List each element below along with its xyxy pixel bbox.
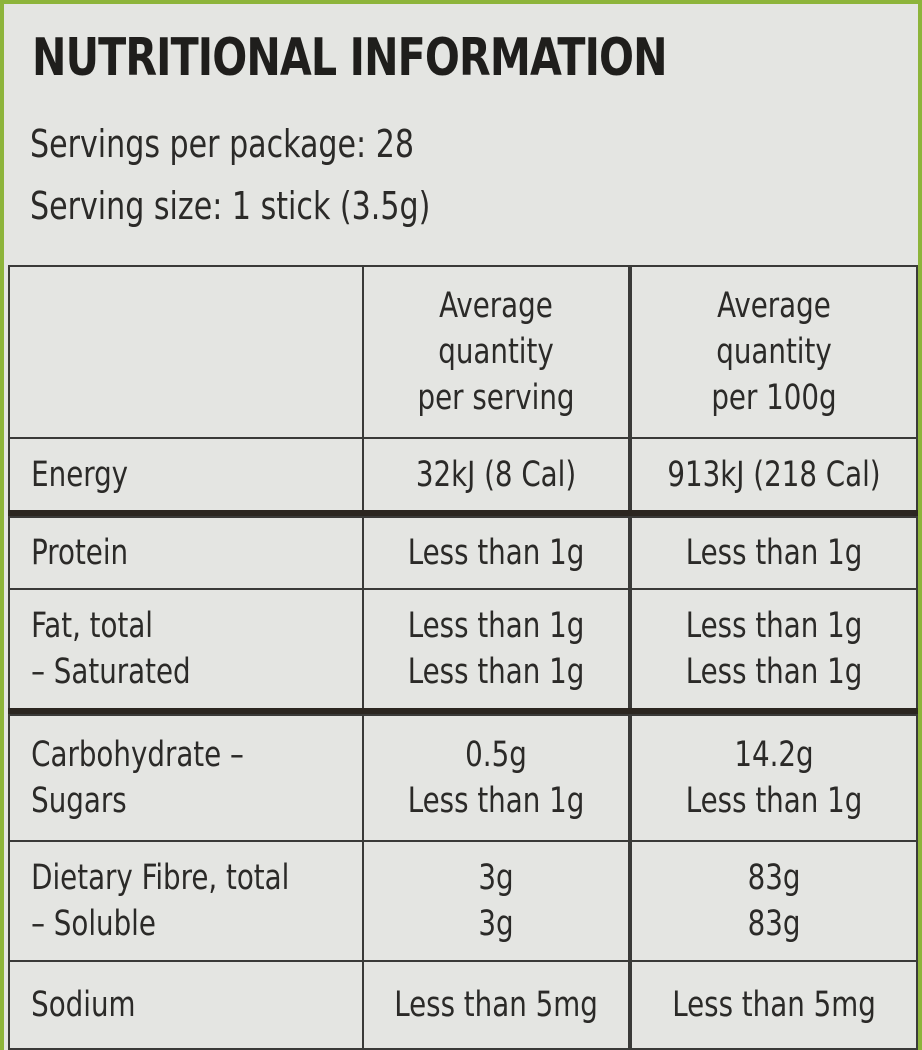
table-cell: Sodium	[8, 960, 364, 1050]
cell-text: Less than 1g	[407, 533, 585, 573]
cell-text: Less than 1g	[685, 606, 863, 646]
cell-text: Carbohydrate –	[31, 735, 244, 775]
cell-text: Sugars	[31, 781, 127, 821]
table-cell: Average quantity per serving	[362, 265, 630, 439]
cell-text: per serving	[417, 378, 575, 418]
cell-text: Protein	[31, 533, 129, 573]
cell-text: Less than 1g	[685, 533, 863, 573]
table-cell: 913kJ (218 Cal)	[630, 437, 918, 512]
cell-text: Less than 1g	[407, 606, 585, 646]
table-cell: Less than 5mg	[630, 960, 918, 1050]
cell-text: – Soluble	[31, 904, 156, 944]
cell-text: Less than 1g	[685, 781, 863, 821]
cell-text: per 100g	[711, 378, 837, 418]
table-cell: Less than 5mg	[362, 960, 630, 1050]
cell-text: quantity	[716, 332, 832, 372]
servings: Servings per package: 28	[30, 122, 415, 166]
table-cell: 0.5g Less than 1g	[362, 714, 630, 842]
table-cell: Less than 1g	[630, 516, 918, 590]
cell-text: 3g	[478, 904, 514, 944]
thick-rule	[8, 510, 918, 516]
table-cell: Average quantity per 100g	[630, 265, 918, 439]
cell-text: Less than 5mg	[672, 985, 876, 1025]
cell-text: 0.5g	[465, 735, 527, 775]
title: NUTRITIONAL INFORMATION	[32, 28, 668, 88]
table-cell: Less than 1g	[362, 516, 630, 590]
cell-text: Average	[717, 286, 831, 326]
cell-text: Less than 5mg	[394, 985, 598, 1025]
table-cell: 83g 83g	[630, 840, 918, 962]
cell-text: quantity	[438, 332, 554, 372]
cell-text: 83g	[747, 904, 801, 944]
table-cell	[8, 265, 364, 439]
cell-text: 83g	[747, 858, 801, 898]
cell-text: – Saturated	[31, 652, 191, 692]
table-cell: 3g 3g	[362, 840, 630, 962]
table-cell: Less than 1g Less than 1g	[362, 588, 630, 710]
table-cell: Energy	[8, 437, 364, 512]
cell-text: 3g	[478, 858, 514, 898]
cell-text: 14.2g	[734, 735, 814, 775]
cell-text: Fat, total	[31, 606, 154, 646]
table-cell: 14.2g Less than 1g	[630, 714, 918, 842]
cell-text: 32kJ (8 Cal)	[415, 454, 577, 495]
table-cell: 32kJ (8 Cal)	[362, 437, 630, 512]
cell-text: Less than 1g	[685, 652, 863, 692]
label-panel: NUTRITIONAL INFORMATION Servings per pac…	[4, 4, 918, 1050]
table-cell: Dietary Fibre, total – Soluble	[8, 840, 364, 962]
thick-rule	[8, 708, 918, 714]
table-cell: Fat, total – Saturated	[8, 588, 364, 710]
serving-size: Serving size: 1 stick (3.5g)	[30, 184, 431, 228]
cell-text: Sodium	[31, 985, 136, 1025]
cell-text: Average	[439, 286, 553, 326]
cell-text: 913kJ (218 Cal)	[667, 454, 881, 495]
cell-text: Energy	[31, 454, 129, 495]
table-cell: Protein	[8, 516, 364, 590]
table-cell: Carbohydrate – Sugars	[8, 714, 364, 842]
cell-text: Dietary Fibre, total	[31, 858, 290, 898]
cell-text: Less than 1g	[407, 781, 585, 821]
table-cell: Less than 1g Less than 1g	[630, 588, 918, 710]
cell-text: Less than 1g	[407, 652, 585, 692]
